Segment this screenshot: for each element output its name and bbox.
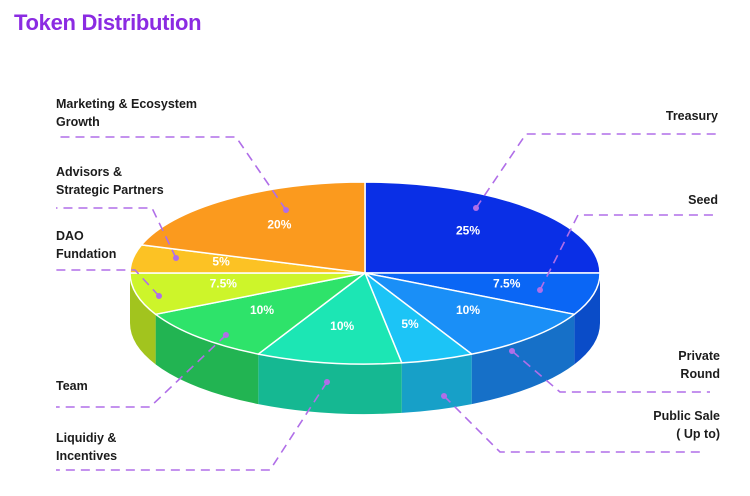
value-label-public-sale-up-to: 5% bbox=[401, 317, 419, 331]
slice-liquidiy-incentives bbox=[257, 272, 403, 365]
slice-seed bbox=[364, 272, 601, 316]
side-team bbox=[155, 314, 259, 405]
leader-dots bbox=[156, 205, 543, 399]
dot-team bbox=[223, 332, 229, 338]
label-private-line2: Round bbox=[680, 367, 720, 381]
value-label-marketing-ecosystem-growth: 20% bbox=[267, 218, 291, 232]
label-private-line1: Private bbox=[678, 349, 720, 363]
label-dao-line2: Fundation bbox=[56, 247, 116, 261]
dot-public bbox=[441, 393, 447, 399]
label-marketing-line2: Growth bbox=[56, 115, 100, 129]
value-label-team: 10% bbox=[250, 303, 274, 317]
side-public-sale-up-to bbox=[401, 354, 472, 413]
leader-liquidity bbox=[56, 381, 328, 471]
leader-team bbox=[56, 334, 227, 408]
side-dao-fundation bbox=[130, 273, 156, 365]
category-labels: Treasury Seed Private Round Public Sale … bbox=[56, 97, 720, 463]
label-public-line1: Public Sale bbox=[653, 409, 720, 423]
value-label-private-round: 10% bbox=[456, 303, 480, 317]
page-title: Token Distribution bbox=[14, 10, 202, 35]
leader-lines bbox=[56, 133, 718, 471]
leader-advisors bbox=[56, 207, 177, 259]
label-dao-line1: DAO bbox=[56, 229, 84, 243]
value-label-treasury: 25% bbox=[456, 223, 480, 237]
dot-advisors bbox=[173, 255, 179, 261]
label-team: Team bbox=[56, 379, 88, 393]
slice-treasury bbox=[364, 181, 601, 274]
pie-value-labels: 25% 7.5% 10% 5% 10% 10% 7.5% 5% 20% bbox=[210, 218, 521, 333]
label-seed: Seed bbox=[688, 193, 718, 207]
value-label-liquidiy-incentives: 10% bbox=[330, 319, 354, 333]
dot-seed bbox=[537, 287, 543, 293]
value-label-advisors-strategic-partners: 5% bbox=[212, 254, 230, 268]
leader-dao bbox=[56, 269, 160, 297]
label-advisors-line1: Advisors & bbox=[56, 165, 122, 179]
leader-treasury bbox=[475, 133, 718, 209]
slice-team bbox=[154, 272, 366, 355]
dot-dao bbox=[156, 293, 162, 299]
slice-private-round bbox=[364, 272, 576, 355]
label-liquidity-line2: Incentives bbox=[56, 449, 117, 463]
leader-private bbox=[511, 350, 710, 393]
side-seed bbox=[574, 273, 600, 365]
dot-private bbox=[509, 348, 515, 354]
slice-dao-fundation bbox=[129, 272, 366, 316]
dot-treasury bbox=[473, 205, 479, 211]
label-marketing-line1: Marketing & Ecosystem bbox=[56, 97, 197, 111]
pie-slices bbox=[129, 181, 601, 365]
value-label-seed: 7.5% bbox=[493, 276, 521, 290]
dot-marketing bbox=[283, 207, 289, 213]
label-public-line2: ( Up to) bbox=[676, 427, 720, 441]
pie-depth bbox=[130, 273, 600, 414]
side-private-round bbox=[471, 314, 575, 405]
label-treasury: Treasury bbox=[666, 109, 718, 123]
label-liquidity-line1: Liquidiy & bbox=[56, 431, 116, 445]
dot-liquidity bbox=[324, 379, 330, 385]
value-label-dao-fundation: 7.5% bbox=[210, 276, 238, 290]
leader-public bbox=[443, 395, 700, 453]
slice-marketing-ecosystem-growth bbox=[140, 181, 366, 274]
side-liquidiy-incentives bbox=[258, 354, 402, 414]
label-advisors-line2: Strategic Partners bbox=[56, 183, 164, 197]
